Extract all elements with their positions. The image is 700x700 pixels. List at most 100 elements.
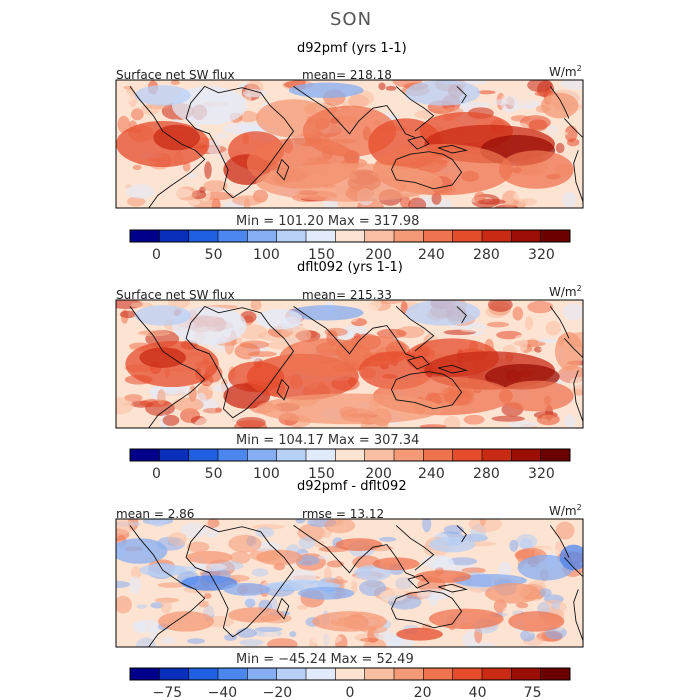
field-region [153,124,201,151]
field-speckle [513,189,546,203]
map-panel-1 [116,80,583,208]
field-speckle [160,599,172,614]
coastline [293,525,416,578]
coastline [391,590,463,629]
colorbar-tick-label: 100 [253,247,280,263]
field-region [223,583,271,596]
field-speckle [564,414,576,428]
field-speckle [562,303,583,321]
field-speckle [500,95,519,113]
field-speckle [528,119,548,132]
field-speckle [323,566,332,581]
field-speckle [116,397,134,415]
colorbar-tick-label: 320 [528,466,555,482]
field-speckle [202,407,222,414]
coastline [276,598,290,620]
field-speckle [131,566,142,579]
field-speckle [267,638,298,647]
field-speckle [379,589,408,602]
field-speckle [477,90,496,95]
field-speckle [228,534,262,553]
coastline [407,135,430,150]
colorbar-swatch [452,668,483,680]
field-speckle [378,536,397,542]
field-speckle [233,419,268,428]
colorbar-swatch [247,230,277,242]
field-speckle [203,180,228,193]
field-region [288,305,364,321]
colorbar-swatch [540,449,571,461]
colorbar-swatch [511,668,541,680]
field-region [139,347,187,368]
field-speckle [408,197,427,208]
coastline [293,306,416,359]
field-speckle [125,184,155,199]
field-speckle [520,198,538,206]
field-speckle [359,579,387,597]
field-speckle [537,338,560,344]
field-speckle [460,102,492,108]
field-speckle [157,389,166,405]
colorbar-swatch [364,230,395,242]
field-speckle [164,385,192,395]
colorbar-swatch [247,449,277,461]
field-speckle [117,115,131,134]
field-speckle [203,592,212,599]
colorbar-tick-label: 40 [469,685,487,700]
coastline [549,525,570,558]
field-speckle [160,637,177,644]
field-speckle [254,626,283,632]
colorbar-2: 0 50 100 150 200 240 280 320 [129,448,571,482]
panel-3-minmax: Min = −45.24 Max = 52.49 [236,652,414,667]
field-speckle [116,580,131,589]
field-speckle [534,346,543,353]
colorbar-swatch [159,668,189,680]
field-speckle [116,169,139,175]
field-speckle [116,92,136,103]
field-speckle [199,80,214,85]
field-speckle [555,142,565,154]
colorbar-swatch [188,449,219,461]
field-speckle [136,604,147,609]
field-speckle [508,421,538,428]
field-speckle [314,540,325,548]
panel-1-units: W/m2 [549,64,582,79]
field-speckle [419,424,447,428]
field-speckle [157,582,187,588]
coastline [185,305,295,419]
field-speckle [516,533,538,549]
field-speckle [168,188,193,198]
field-speckle [132,620,146,634]
coastline [456,525,467,543]
field-speckle [296,604,308,610]
field-speckle [214,133,229,139]
panel-1-minmax: Min = 101.20 Max = 317.98 [236,214,420,229]
coastline [563,118,583,138]
field-speckle [467,335,488,341]
field-region [335,538,383,551]
field-speckle [116,519,135,534]
map-frame [115,79,584,209]
colorbar-tick-label: 100 [253,466,280,482]
colorbar-swatch [423,230,453,242]
panel-3-mean-label: mean = 2.86 [116,507,195,521]
coastline [573,370,583,422]
field-region [228,607,285,623]
field-region [414,570,471,583]
coastline [391,371,463,410]
field-speckle [195,562,227,572]
field-speckle [385,85,397,91]
colorbar-swatch [130,230,160,242]
map-frame [115,518,584,648]
field-region [256,308,303,330]
colorbar-tick-label: −75 [153,685,183,700]
field-speckle [399,195,411,208]
colorbar-tick-label: 0 [152,247,161,263]
colorbar-swatch [394,668,424,680]
field-speckle [119,310,137,319]
map-frame [115,299,584,429]
field-speckle [128,576,142,594]
colorbar-tick-label: 50 [205,466,223,482]
colorbar-frame [129,667,571,681]
